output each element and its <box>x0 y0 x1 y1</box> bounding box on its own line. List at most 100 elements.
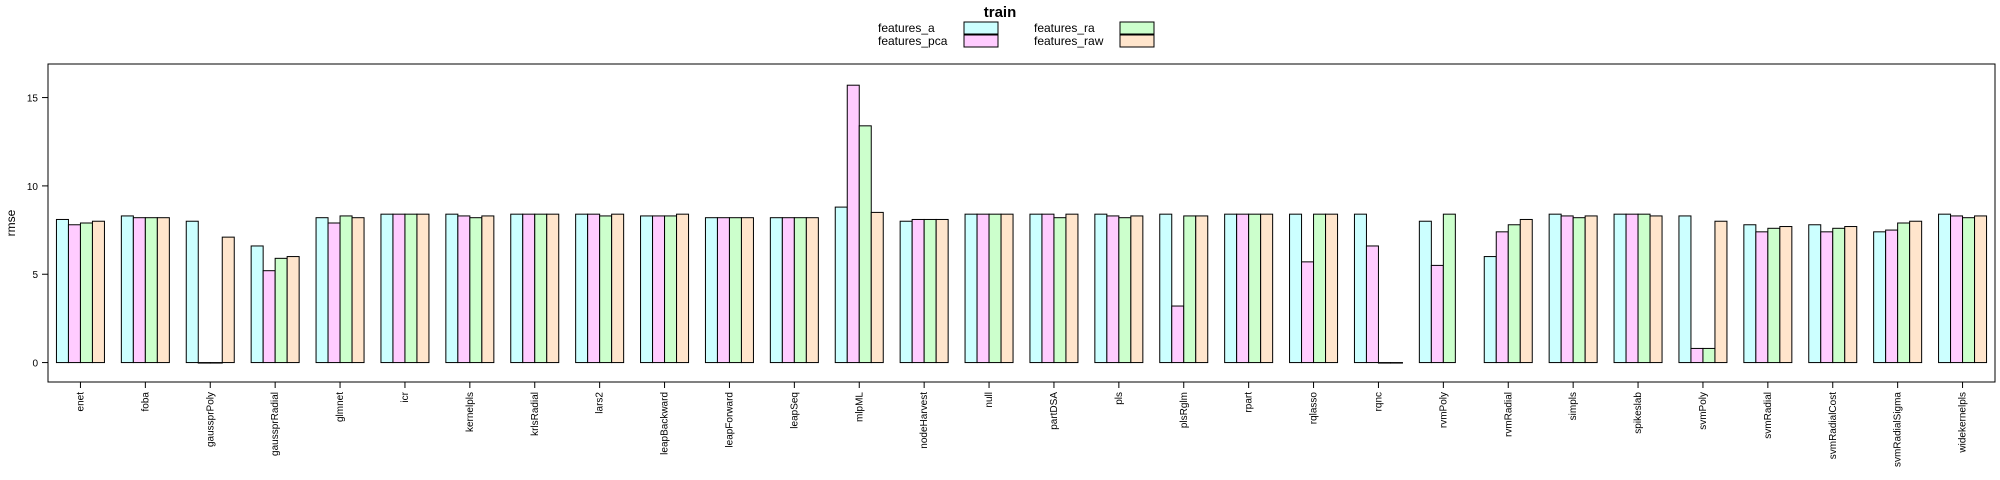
bar-gaussprPoly-features_pca <box>197 362 211 364</box>
bar-rpart-features_a <box>1224 213 1238 364</box>
bar-gaussprPoly-features_a <box>185 220 199 364</box>
bar-spikeslab-features_a <box>1613 213 1627 364</box>
bar-rvmRadial-features_raw <box>1519 218 1533 364</box>
bar-enet-features_a <box>55 218 69 364</box>
bar-nodeHarvest-features_pca <box>911 218 925 364</box>
x-tick-label: rpart <box>1244 392 1255 413</box>
bar-rpart-features_raw <box>1260 213 1274 364</box>
bar-glmnet-features_ra <box>339 215 353 364</box>
bar-rpart-features_ra <box>1248 213 1262 364</box>
x-tick-label: gaussprRadial <box>270 392 281 456</box>
x-tick-label: simpls <box>1568 392 1579 420</box>
bar-gaussprRadial-features_ra <box>274 257 288 364</box>
bar-foba-features_raw <box>156 217 170 364</box>
x-tick-label: widekernelpls <box>1958 392 1969 454</box>
bar-pls-features_raw <box>1130 215 1144 364</box>
x-tick-label: leapForward <box>724 392 735 448</box>
legend-title: train <box>984 4 1017 21</box>
bar-svmRadialSigma-features_ra <box>1897 222 1911 364</box>
bar-rqnc-features_ra <box>1377 362 1391 364</box>
y-axis: 0 5 10 15 <box>27 94 48 370</box>
x-tick-label: rqlasso <box>1309 392 1320 425</box>
x-tick-label: foba <box>140 392 151 412</box>
bar-svmRadialSigma-features_pca <box>1885 229 1899 364</box>
bar-svmPoly-features_a <box>1678 215 1692 364</box>
y-tick-label: 15 <box>27 94 39 105</box>
bar-krlsRadial-features_ra <box>534 213 548 364</box>
bar-plsRglm-features_raw <box>1195 215 1209 364</box>
bar-gaussprRadial-features_pca <box>262 270 276 364</box>
bar-simpls-features_a <box>1548 213 1562 364</box>
bar-null-features_ra <box>988 213 1002 364</box>
x-tick-label: svmRadialCost <box>1828 392 1839 459</box>
bar-rvmRadial-features_pca <box>1495 231 1509 364</box>
bar-foba-features_pca <box>132 217 146 364</box>
x-tick-label: icr <box>400 391 411 402</box>
bar-mlpML-features_raw <box>870 211 884 364</box>
x-tick-label: svmRadial <box>1763 392 1774 439</box>
bars <box>55 84 1988 364</box>
bar-gaussprPoly-features_ra <box>209 362 223 364</box>
bar-rvmPoly-features_ra <box>1442 213 1456 364</box>
x-tick-label: leapSeq <box>789 392 800 429</box>
x-tick-label: gaussprPoly <box>205 392 216 447</box>
bar-leapForward-features_a <box>704 217 718 364</box>
bar-nodeHarvest-features_a <box>899 220 913 364</box>
bar-leapSeq-features_ra <box>793 217 807 364</box>
bar-svmRadial-features_raw <box>1779 226 1793 364</box>
bar-svmRadial-features_pca <box>1755 231 1769 364</box>
legend-label-features_a: features_a <box>878 21 935 35</box>
bar-icr-features_pca <box>392 213 406 364</box>
bar-rqlasso-features_raw <box>1325 213 1339 364</box>
y-tick-label: 5 <box>32 270 38 281</box>
bar-null-features_a <box>964 213 978 364</box>
bar-mlpML-features_ra <box>858 125 872 364</box>
bar-simpls-features_pca <box>1560 215 1574 364</box>
bar-lars2-features_ra <box>599 215 613 364</box>
y-tick-label: 10 <box>27 182 39 193</box>
bar-foba-features_a <box>120 215 134 364</box>
x-tick-label: lars2 <box>595 392 606 414</box>
bar-rvmPoly-features_pca <box>1430 264 1444 364</box>
legend-swatch-features_raw <box>1119 34 1155 48</box>
bar-mlpML-features_pca <box>846 84 860 364</box>
bar-null-features_raw <box>1000 213 1014 364</box>
bar-lars2-features_a <box>575 213 589 364</box>
bar-glmnet-features_a <box>315 217 329 364</box>
bar-gaussprRadial-features_a <box>250 245 264 364</box>
x-tick-label: null <box>984 392 995 408</box>
legend-label-features_raw: features_raw <box>1034 34 1104 48</box>
bar-gaussprPoly-features_raw <box>221 236 235 364</box>
bar-rvmRadial-features_a <box>1483 256 1497 364</box>
bar-leapForward-features_pca <box>716 217 730 364</box>
y-axis-title: rmse <box>4 209 18 236</box>
bar-rqnc-features_raw <box>1389 362 1403 364</box>
bar-kernelpls-features_raw <box>481 215 495 364</box>
bar-partDSA-features_a <box>1029 213 1043 364</box>
bar-icr-features_a <box>380 213 394 364</box>
legend-label-features_pca: features_pca <box>878 34 948 48</box>
legend-swatch-features_a <box>963 21 999 35</box>
bar-leapSeq-features_raw <box>805 217 819 364</box>
bar-enet-features_raw <box>91 220 105 364</box>
x-axis: enet foba gaussprPoly gaussprRadial glmnet ic… <box>75 382 1969 467</box>
bar-svmRadialSigma-features_a <box>1873 231 1887 364</box>
bar-null-features_pca <box>976 213 990 364</box>
bar-spikeslab-features_ra <box>1637 213 1651 364</box>
bar-pls-features_ra <box>1118 217 1132 364</box>
bar-spikeslab-features_raw <box>1649 215 1663 364</box>
bar-widekernelpls-features_a <box>1938 213 1952 364</box>
bar-icr-features_ra <box>404 213 418 364</box>
x-tick-label: kernelpls <box>465 392 476 432</box>
bar-enet-features_ra <box>79 222 93 364</box>
x-tick-label: svmPoly <box>1698 392 1709 430</box>
bar-mlpML-features_a <box>834 206 848 364</box>
x-tick-label: leapBackward <box>660 392 671 455</box>
bar-gaussprRadial-features_raw <box>286 256 300 364</box>
bar-partDSA-features_ra <box>1053 217 1067 364</box>
bar-nodeHarvest-features_raw <box>935 218 949 364</box>
bar-simpls-features_ra <box>1572 217 1586 364</box>
bar-krlsRadial-features_raw <box>546 213 560 364</box>
x-tick-label: rvmPoly <box>1438 392 1449 428</box>
